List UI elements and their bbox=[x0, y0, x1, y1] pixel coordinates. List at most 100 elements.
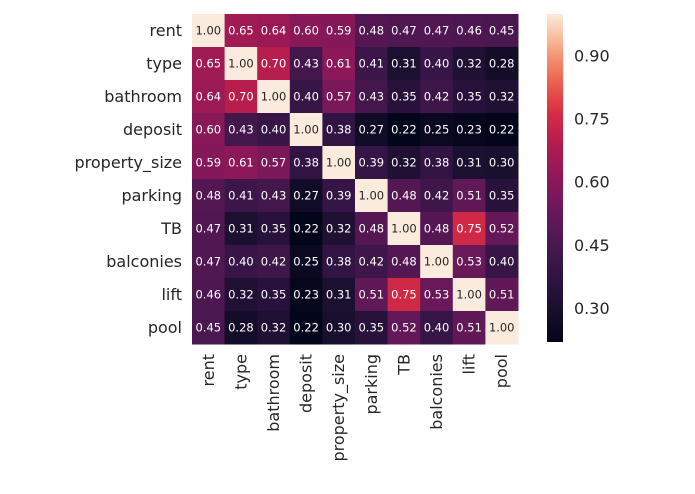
cell-value-label: 0.43 bbox=[261, 189, 287, 203]
column-tick-label: parking bbox=[362, 354, 381, 415]
cell-value-label: 0.75 bbox=[391, 288, 417, 302]
heatmap-cell bbox=[452, 179, 486, 213]
cell-value-label: 1.00 bbox=[293, 123, 319, 137]
heatmap-cell bbox=[224, 14, 258, 48]
heatmap-cell bbox=[192, 14, 226, 48]
heatmap-cell bbox=[192, 278, 226, 312]
cell-value-label: 0.41 bbox=[228, 189, 254, 203]
colorbar-ticks: 0.30 0.45 0.60 0.75 0.90 bbox=[574, 47, 610, 318]
heatmap-cell bbox=[289, 80, 323, 114]
cell-annotations: 1.00 0.65 0.64 0.60 0.59 0.48 0.47 0.47 0.46 0.45… bbox=[195, 24, 514, 335]
cell-value-label: 0.61 bbox=[326, 57, 352, 71]
row-tick-label: balconies bbox=[106, 252, 182, 271]
cell-value-label: 1.00 bbox=[228, 57, 254, 71]
cell-value-label: 0.45 bbox=[489, 24, 515, 38]
cell-value-label: 0.70 bbox=[261, 57, 287, 71]
heatmap-cell bbox=[420, 113, 454, 147]
heatmap-cell bbox=[289, 47, 323, 81]
heatmap-cell bbox=[257, 179, 291, 213]
cell-value-label: 0.43 bbox=[358, 90, 384, 104]
cell-value-label: 0.40 bbox=[228, 255, 254, 269]
cell-value-label: 0.75 bbox=[456, 222, 482, 236]
cell-value-label: 0.51 bbox=[489, 288, 515, 302]
cell-value-label: 0.22 bbox=[293, 321, 319, 335]
heatmap-cell bbox=[387, 311, 421, 345]
cell-value-label: 0.31 bbox=[456, 156, 482, 170]
heatmap-cell bbox=[355, 47, 389, 81]
cell-value-label: 0.43 bbox=[293, 57, 319, 71]
heatmap-cell bbox=[192, 212, 226, 246]
row-tick-label: rent bbox=[150, 21, 182, 40]
heatmap-cell bbox=[387, 146, 421, 180]
cell-value-label: 0.40 bbox=[489, 255, 515, 269]
cell-value-label: 0.47 bbox=[424, 24, 450, 38]
heatmap-cell bbox=[452, 80, 486, 114]
heatmap-cell bbox=[322, 146, 356, 180]
colorbar: 0.30 0.45 0.60 0.75 0.90 bbox=[547, 14, 610, 342]
cell-value-label: 0.51 bbox=[456, 321, 482, 335]
heatmap-cell bbox=[257, 47, 291, 81]
heatmap-cell bbox=[420, 245, 454, 279]
row-tick-label: bathroom bbox=[104, 87, 182, 106]
heatmap-cell bbox=[355, 146, 389, 180]
heatmap-cell bbox=[485, 278, 519, 312]
heatmap-cell bbox=[420, 179, 454, 213]
heatmap-cell bbox=[289, 146, 323, 180]
cell-value-label: 0.60 bbox=[195, 123, 221, 137]
heatmap-cell bbox=[322, 47, 356, 81]
column-tick-label: property_size bbox=[329, 354, 349, 462]
heatmap-cell bbox=[257, 80, 291, 114]
column-tick-label: lift bbox=[460, 354, 479, 375]
heatmap-cell bbox=[224, 113, 258, 147]
heatmap-cell bbox=[452, 47, 486, 81]
heatmap-cell bbox=[289, 179, 323, 213]
heatmap-cell bbox=[485, 14, 519, 48]
cell-value-label: 0.47 bbox=[195, 222, 221, 236]
cell-value-label: 0.42 bbox=[424, 90, 450, 104]
heatmap-cell bbox=[355, 179, 389, 213]
heatmap-cell bbox=[192, 311, 226, 345]
cell-value-label: 1.00 bbox=[489, 321, 515, 335]
column-tick-label: TB bbox=[394, 354, 413, 376]
heatmap-cell bbox=[387, 179, 421, 213]
cell-value-label: 0.59 bbox=[326, 24, 352, 38]
cell-value-label: 0.23 bbox=[293, 288, 319, 302]
heatmap-cell bbox=[387, 245, 421, 279]
cell-value-label: 0.48 bbox=[195, 189, 221, 203]
column-tick-label: pool bbox=[492, 354, 511, 388]
cell-value-label: 0.31 bbox=[326, 288, 352, 302]
heatmap-cell bbox=[355, 113, 389, 147]
cell-value-label: 0.32 bbox=[228, 288, 254, 302]
colorbar-tick-label: 0.30 bbox=[574, 299, 610, 318]
heatmap-cell bbox=[224, 179, 258, 213]
heatmap-cell bbox=[322, 278, 356, 312]
heatmap-cell bbox=[485, 80, 519, 114]
colorbar-gradient bbox=[547, 14, 563, 342]
cell-value-label: 0.39 bbox=[358, 156, 384, 170]
cell-value-label: 0.38 bbox=[293, 156, 319, 170]
heatmap-cell bbox=[257, 146, 291, 180]
heatmap-cell bbox=[485, 47, 519, 81]
colorbar-tick-label: 0.60 bbox=[574, 173, 610, 192]
heatmap-cell bbox=[289, 278, 323, 312]
cell-value-label: 0.42 bbox=[424, 189, 450, 203]
colorbar-tick-label: 0.75 bbox=[574, 110, 610, 129]
heatmap-cell bbox=[322, 245, 356, 279]
heatmap-cell bbox=[257, 14, 291, 48]
heatmap-cell bbox=[485, 212, 519, 246]
cell-value-label: 1.00 bbox=[391, 222, 417, 236]
heatmap-cell bbox=[224, 311, 258, 345]
heatmap-cell bbox=[192, 146, 226, 180]
colorbar-tick-label: 0.45 bbox=[574, 236, 610, 255]
cell-value-label: 0.35 bbox=[261, 288, 287, 302]
cell-value-label: 1.00 bbox=[326, 156, 352, 170]
heatmap-cell bbox=[355, 245, 389, 279]
heatmap-cell bbox=[485, 146, 519, 180]
heatmap-cell bbox=[257, 311, 291, 345]
cell-value-label: 1.00 bbox=[261, 90, 287, 104]
heatmap-cell bbox=[420, 14, 454, 48]
cell-value-label: 0.22 bbox=[489, 123, 515, 137]
cell-value-label: 0.43 bbox=[228, 123, 254, 137]
heatmap-cell bbox=[192, 47, 226, 81]
heatmap-cell bbox=[257, 212, 291, 246]
